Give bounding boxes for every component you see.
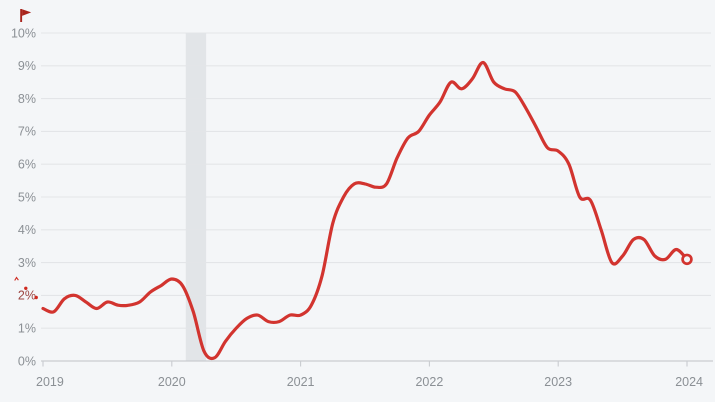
y-axis-label: 8% <box>18 92 36 106</box>
y-axis-label: 3% <box>18 256 36 270</box>
target-annotation-mark <box>24 286 28 290</box>
y-axis-label: 7% <box>18 125 36 139</box>
target-annotation-mark <box>14 276 19 281</box>
latest-value-marker <box>681 253 693 266</box>
y-axis-label: 5% <box>18 190 36 204</box>
x-axis-label: 2020 <box>158 375 186 389</box>
y-axis-label: 6% <box>18 158 36 172</box>
x-axis-label: 2023 <box>544 375 572 389</box>
y-axis-label: 1% <box>18 322 36 336</box>
y-axis-label: 9% <box>18 59 36 73</box>
x-axis-label: 2021 <box>287 375 315 389</box>
x-axis-label: 2024 <box>675 375 703 389</box>
target-annotation-mark <box>34 295 38 300</box>
y-axis-label: 4% <box>18 223 36 237</box>
flag-icon <box>20 9 32 22</box>
inflation-line <box>41 60 689 361</box>
y-axis-label: 0% <box>18 354 36 368</box>
y-axis-label: 10% <box>11 26 36 40</box>
y-axis-label: 2% <box>18 289 36 303</box>
x-axis-label: 2022 <box>415 375 443 389</box>
x-axis-label: 2019 <box>36 375 64 389</box>
